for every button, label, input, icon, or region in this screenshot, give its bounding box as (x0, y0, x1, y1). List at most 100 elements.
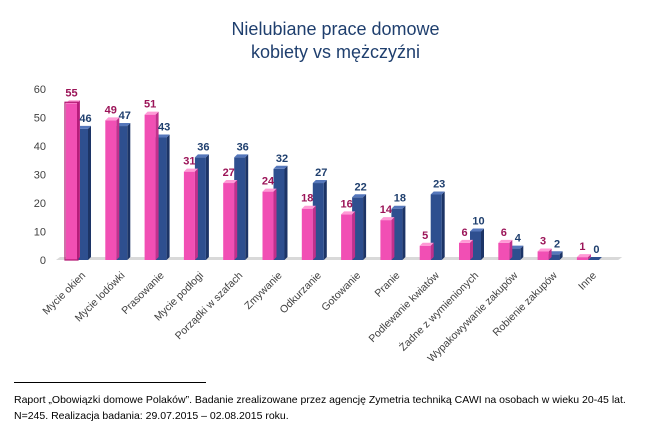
bar-women-front (105, 120, 117, 260)
y-tick-label: 20 (34, 198, 46, 210)
data-label-men: 18 (394, 193, 406, 205)
bar-men (470, 228, 484, 260)
data-label-women: 16 (340, 198, 352, 210)
bar-men-side (88, 125, 91, 261)
data-label-women: 14 (380, 204, 393, 216)
data-label-men: 32 (276, 153, 288, 165)
bar-women-front (144, 114, 156, 261)
bar-women-side (234, 180, 238, 260)
y-tick-label: 30 (34, 170, 46, 182)
bar-women (380, 217, 395, 260)
bar-men (234, 154, 249, 260)
bar-women-side (470, 239, 473, 260)
bar-men-side (559, 251, 563, 260)
bar-women (341, 211, 356, 260)
bar-men-side (520, 245, 524, 260)
bar-women-top (498, 239, 513, 243)
bar-women-front (183, 171, 195, 260)
bar-men-top (116, 123, 131, 127)
bar-men-front (273, 168, 285, 260)
bar-women (144, 111, 159, 261)
x-tick-label: Żadne z wymienionych (396, 269, 481, 354)
bar-men-side (205, 154, 209, 260)
footnote-line-1: Raport „Obowiązki domowe Polaków”. Badan… (14, 394, 626, 406)
bar-men-top (155, 134, 170, 138)
bar-men (312, 180, 327, 260)
data-label-men: 43 (158, 121, 170, 133)
bar-women-highlight-outline (64, 101, 79, 261)
y-axis: 0 10 20 30 40 50 60 (34, 84, 46, 267)
bar-men (509, 245, 524, 260)
bar-men-front (155, 137, 167, 260)
bar-men-front (116, 126, 128, 260)
bar-men-front (391, 208, 403, 260)
bar-women (576, 254, 591, 260)
bar-women-side (352, 211, 356, 260)
bar-women-top (144, 111, 159, 115)
bar-women (223, 180, 238, 260)
bar-men-top (273, 165, 288, 169)
data-label-women: 49 (105, 104, 117, 116)
bar-men-side (323, 180, 327, 260)
data-label-women: 27 (223, 167, 235, 179)
bar-women-side (509, 239, 513, 260)
bar-women-top (459, 239, 473, 243)
bar-men (273, 165, 288, 260)
chart-title: Nielubiane prace domowe kobiety vs mężcz… (0, 18, 671, 64)
data-label-men: 0 (593, 244, 599, 256)
data-label-men: 10 (472, 216, 484, 228)
bar-men-side (166, 134, 170, 260)
footnote: Raport „Obowiązki domowe Polaków”. Badan… (14, 392, 664, 424)
bar-men-side (245, 154, 249, 260)
bar-men (430, 191, 445, 260)
data-label-women: 24 (262, 176, 275, 188)
data-label-men: 2 (554, 238, 560, 250)
x-tick-label: Podlewanie kwiatów (366, 269, 442, 345)
bar-women-top (183, 168, 198, 172)
bar-men-top (470, 228, 484, 232)
bar-women-front (576, 257, 588, 260)
bar-women-side (116, 117, 120, 260)
bar-men-side (481, 228, 484, 260)
y-tick-label: 60 (34, 84, 46, 96)
bar-women-top (576, 254, 591, 258)
bar-women-top (380, 217, 395, 221)
bar-men (391, 205, 406, 260)
bar-men (548, 251, 563, 260)
bar-women-top (537, 248, 552, 252)
bar-women (537, 248, 552, 260)
data-label-women: 55 (65, 87, 77, 99)
bar-men-front (548, 254, 560, 260)
data-label-men: 27 (315, 167, 327, 179)
bar-women-top (341, 211, 356, 215)
bar-women-side (548, 248, 552, 260)
data-label-women: 18 (301, 193, 313, 205)
data-label-men: 4 (515, 233, 522, 245)
bar-women-top (301, 205, 316, 209)
bar-women-side (587, 254, 591, 260)
bar-men-side (441, 191, 445, 260)
bar-women-front (380, 220, 392, 260)
data-label-men: 46 (79, 113, 91, 125)
data-label-women: 6 (461, 227, 467, 239)
bar-women-side (391, 217, 395, 260)
bar-men-top (391, 205, 406, 209)
bar-women-top (223, 180, 238, 184)
bar-men (155, 134, 170, 260)
data-label-women: 6 (501, 227, 507, 239)
footnote-line-2: N=245. Realizacja badania: 29.07.2015 – … (14, 410, 289, 422)
bar-men-front (352, 197, 364, 260)
bar-women-front (66, 103, 77, 260)
x-tick-label: Pranie (373, 270, 403, 300)
bar-women-top (105, 117, 120, 121)
x-tick-label: Odkurzanie (277, 270, 324, 317)
bar-women (301, 205, 316, 260)
bar-men-top (234, 154, 249, 158)
data-label-men: 47 (119, 110, 131, 122)
bar-women (105, 117, 120, 260)
bar-women-side (312, 205, 316, 260)
data-label-men: 36 (237, 141, 249, 153)
bar-women-front (498, 242, 510, 260)
